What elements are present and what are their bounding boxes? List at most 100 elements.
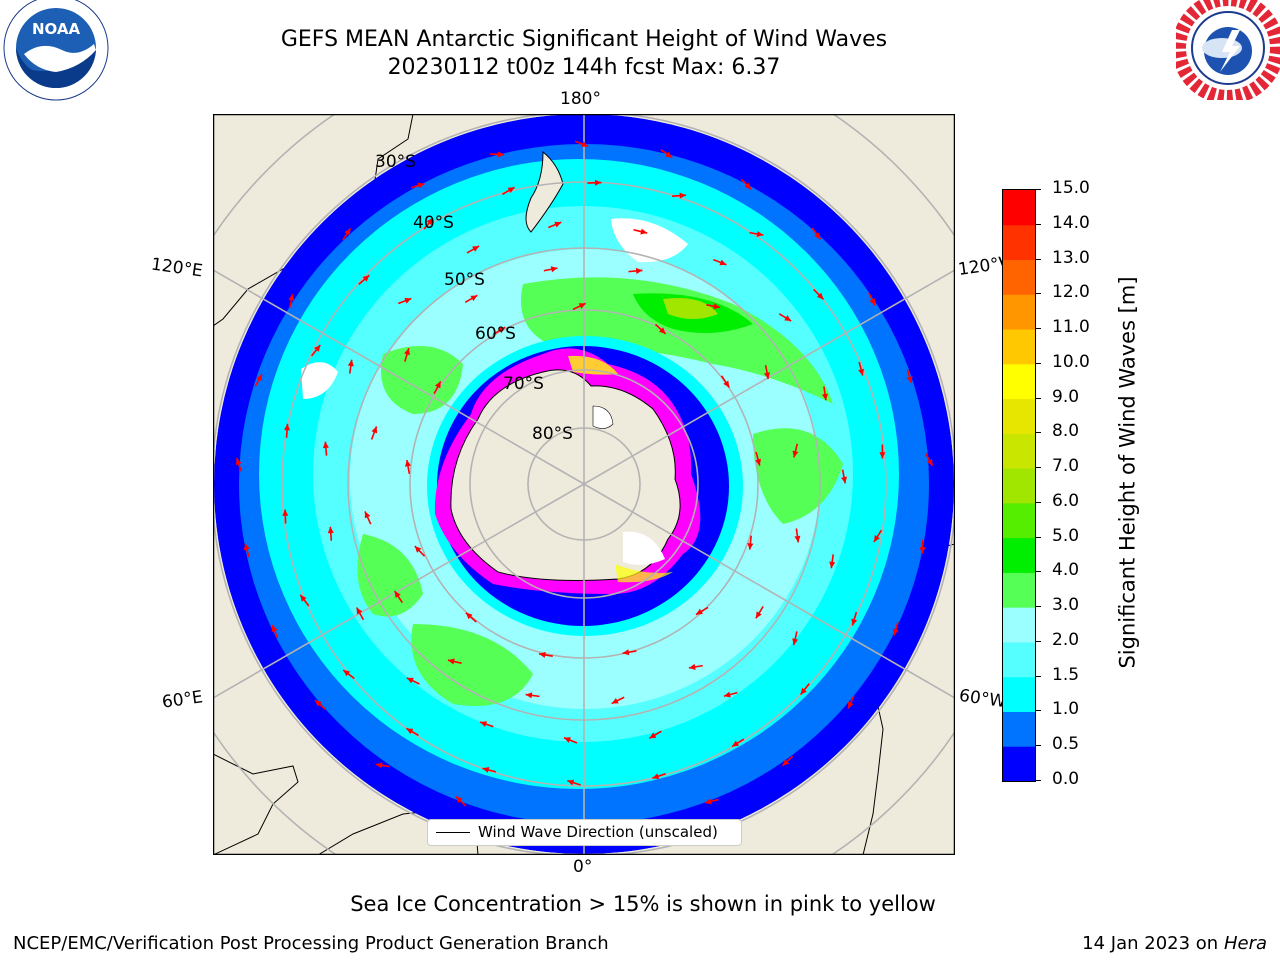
colorbar-swatch	[1003, 224, 1035, 261]
wind-wave-arrowhead	[356, 607, 363, 615]
wind-wave-arrowhead	[782, 759, 790, 766]
lon-label-60e: 60°E	[160, 687, 205, 713]
wind-wave-arrowhead	[879, 452, 886, 459]
wind-wave-arrowhead	[482, 766, 490, 773]
wind-wave-arrowhead	[906, 376, 913, 384]
wind-wave-arrowhead	[417, 182, 425, 189]
weddell-ice-yellow	[615, 564, 673, 583]
colorbar-tick-label: 11.0	[1052, 317, 1090, 338]
wind-wave-arrowhead	[314, 700, 322, 707]
colorbar-swatch	[1003, 502, 1035, 539]
wind-wave-arrowhead	[550, 266, 558, 273]
wind-wave-arrowhead	[794, 535, 801, 543]
wind-wave-arrowhead	[649, 732, 657, 739]
colorbar-tick-label: 0.5	[1052, 734, 1080, 755]
wind-wave-arrowhead	[404, 348, 410, 356]
wind-wave-arrowhead	[497, 151, 505, 158]
map-legend: Wind Wave Direction (unscaled)	[427, 819, 742, 846]
ross-ice-shelf	[592, 405, 614, 429]
colorbar-tick-label: 2.0	[1052, 629, 1080, 650]
colorbar-tick-mark	[1035, 362, 1041, 364]
colorbar-swatches	[1003, 190, 1035, 782]
colorbar-tick-label: 6.0	[1052, 490, 1080, 511]
wave-patch-west	[381, 346, 463, 414]
lat-label-80s: 80°S	[532, 424, 573, 444]
wind-wave-arrowhead	[873, 535, 880, 543]
wind-wave-arrowhead	[343, 670, 351, 677]
wind-wave-arrowhead	[364, 511, 371, 519]
footer-right: 14 Jan 2023 on Hera	[1082, 933, 1267, 954]
wind-wave-arrowhead	[322, 441, 329, 449]
polar-map	[212, 113, 956, 856]
wind-wave-arrowhead	[784, 315, 792, 322]
colorbar-tick-mark	[1035, 780, 1041, 781]
colorbar-swatch	[1003, 746, 1035, 782]
wind-wave-arrowhead	[665, 151, 673, 158]
wind-wave-arrowhead	[507, 187, 515, 194]
colorbar-tick-mark	[1035, 640, 1041, 642]
legend-label: Wind Wave Direction (unscaled)	[478, 823, 718, 841]
wind-wave-arrowhead	[744, 182, 752, 190]
footer-date: 14 Jan 2023 on	[1082, 933, 1224, 954]
colorbar-swatch	[1003, 190, 1035, 226]
colorbar-tick-label: 9.0	[1052, 386, 1080, 407]
wind-wave-arrowhead	[567, 779, 575, 786]
colorbar	[1002, 189, 1036, 782]
colorbar-tick-label: 10.0	[1052, 351, 1090, 372]
legend-line	[436, 832, 470, 833]
wind-wave-arrowhead	[235, 458, 242, 466]
colorbar-tick-mark	[1035, 397, 1041, 399]
colorbar-tick-mark	[1035, 675, 1041, 677]
colorbar-tick-mark	[1035, 328, 1041, 330]
wind-wave-arrowhead	[243, 543, 250, 551]
wind-wave-arrowhead	[814, 232, 821, 240]
wind-wave-arrowhead	[829, 561, 836, 569]
wind-wave-arrowhead	[288, 294, 295, 301]
wind-wave-arrowhead	[755, 611, 762, 619]
new-zealand	[525, 150, 564, 233]
colorbar-tick-label: 7.0	[1052, 456, 1080, 477]
wind-wave-arrowhead	[404, 297, 412, 304]
wave-patch-pacific	[521, 277, 833, 404]
wind-wave-arrowhead	[688, 663, 696, 670]
colorbar-tick-label: 15.0	[1052, 178, 1090, 198]
wind-wave-arrowhead	[414, 546, 422, 553]
wind-wave-arrowhead	[640, 228, 648, 235]
chart-title: GEFS MEAN Antarctic Significant Height o…	[280, 27, 888, 52]
wind-wave-arrowhead	[284, 423, 291, 431]
wind-wave-arrowhead	[756, 230, 764, 237]
colorbar-tick-label: 1.0	[1052, 699, 1080, 720]
wind-wave-arrowhead	[539, 651, 546, 658]
colorbar-swatch	[1003, 607, 1035, 643]
wind-wave-arrowhead	[792, 638, 799, 646]
wind-wave-arrowhead	[394, 591, 401, 598]
colorbar-swatch	[1003, 329, 1035, 365]
wind-wave-arrowhead	[578, 303, 586, 309]
chart-subtitle: 20230112 t00z 144h fcst Max: 6.37	[387, 55, 781, 80]
colorbar-swatch	[1003, 433, 1035, 469]
wind-wave-arrowhead	[719, 259, 727, 266]
wind-wave-arrowhead	[816, 292, 824, 300]
colorbar-tick-mark	[1035, 745, 1041, 747]
colorbar-tick-mark	[1035, 223, 1041, 225]
wind-wave-arrows	[235, 140, 934, 830]
wind-wave-arrowhead	[851, 618, 858, 626]
colorbar-tick-mark	[1035, 501, 1041, 503]
wind-wave-arrowhead	[821, 393, 829, 401]
wind-wave-arrowhead	[635, 267, 643, 274]
wind-wave-arrowhead	[563, 737, 571, 743]
colorbar-tick-mark	[1035, 258, 1041, 260]
colorbar-tick-mark	[1035, 189, 1041, 190]
wind-wave-arrowhead	[344, 228, 351, 236]
lat-label-70s: 70°S	[503, 374, 544, 394]
colorbar-tick-label: 12.0	[1052, 282, 1090, 303]
wind-wave-arrowhead	[406, 728, 414, 735]
footer-host: Hera	[1223, 933, 1267, 954]
wind-wave-arrowhead	[282, 509, 289, 516]
wind-wave-arrowhead	[434, 381, 441, 389]
wind-wave-arrowhead	[375, 762, 383, 769]
wind-wave-arrowhead	[480, 721, 488, 727]
colorbar-swatch	[1003, 468, 1035, 504]
colorbar-tick-label: 4.0	[1052, 560, 1080, 581]
lon-grid	[213, 114, 955, 855]
